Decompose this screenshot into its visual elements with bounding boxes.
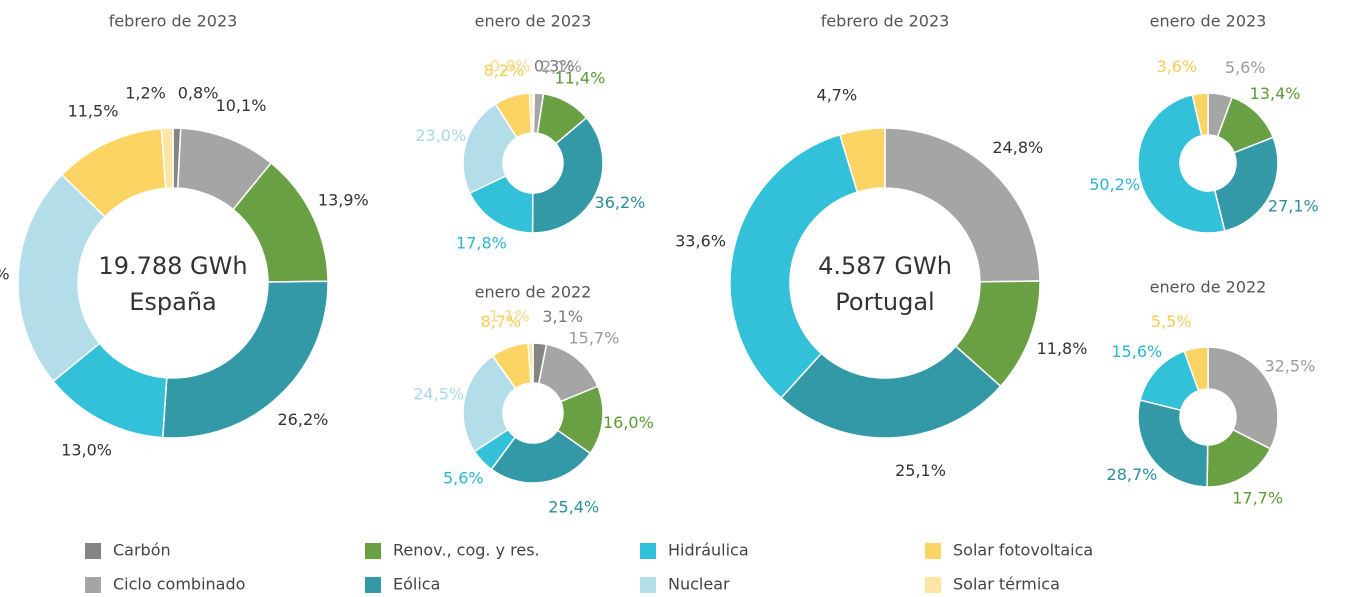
donut-slice bbox=[838, 127, 886, 194]
value-label: 13,0% bbox=[61, 441, 112, 460]
legend-swatch bbox=[925, 577, 941, 593]
value-label: 11,8% bbox=[1037, 339, 1088, 358]
legend-label: Nuclear bbox=[668, 575, 730, 594]
value-label: 28,7% bbox=[1107, 465, 1158, 484]
value-label: 17,8% bbox=[456, 233, 507, 252]
value-label: 8,2% bbox=[484, 61, 525, 80]
legend-swatch bbox=[85, 543, 101, 559]
value-label: 27,1% bbox=[1268, 197, 1319, 216]
chart-title: enero de 2022 bbox=[475, 283, 592, 302]
legend-label: Hidráulica bbox=[668, 541, 749, 560]
donut-slice bbox=[884, 127, 1041, 283]
legend-label: Renov., cog. y res. bbox=[393, 541, 540, 560]
value-label: 3,6% bbox=[1156, 57, 1197, 76]
value-label: 3,1% bbox=[542, 307, 583, 326]
value-label: 5,6% bbox=[1225, 58, 1266, 77]
value-label: 24,8% bbox=[992, 138, 1043, 157]
value-label: 23,2% bbox=[0, 264, 10, 283]
value-label: 11,4% bbox=[554, 69, 605, 88]
chart-title: febrero de 2023 bbox=[109, 12, 238, 31]
value-label: 25,1% bbox=[895, 461, 946, 480]
donut-slice bbox=[729, 133, 859, 400]
value-label: 23,0% bbox=[415, 126, 466, 145]
value-label: 15,7% bbox=[568, 328, 619, 347]
value-label: 0,8% bbox=[178, 84, 219, 103]
value-label: 15,6% bbox=[1111, 342, 1162, 361]
value-label: 16,0% bbox=[603, 413, 654, 432]
legend-label: Solar térmica bbox=[953, 575, 1060, 594]
donut-slice bbox=[531, 116, 604, 234]
value-label: 13,9% bbox=[318, 191, 369, 210]
value-label: 50,2% bbox=[1089, 175, 1140, 194]
donut-slice bbox=[1213, 136, 1279, 232]
center-label: España bbox=[129, 288, 217, 316]
center-label: 4.587 GWh bbox=[818, 252, 952, 280]
donut-slice bbox=[1207, 346, 1279, 450]
value-label: 11,5% bbox=[68, 101, 119, 120]
value-label: 36,2% bbox=[595, 193, 646, 212]
donut-slice bbox=[160, 127, 174, 190]
legend-label: Carbón bbox=[113, 541, 171, 560]
donut-slice bbox=[528, 92, 534, 134]
legend-swatch bbox=[925, 543, 941, 559]
donut-slice bbox=[462, 102, 518, 195]
center-label: 19.788 GWh bbox=[98, 252, 247, 280]
value-label: 4,7% bbox=[817, 86, 858, 105]
legend-label: Ciclo combinado bbox=[113, 575, 245, 594]
donut-slice bbox=[527, 342, 534, 384]
value-label: 5,6% bbox=[443, 468, 484, 487]
donut-slice bbox=[1137, 93, 1226, 234]
donut-slice bbox=[17, 173, 106, 383]
legend-swatch bbox=[365, 577, 381, 593]
value-label: 2,1% bbox=[541, 57, 582, 76]
legend-swatch bbox=[365, 543, 381, 559]
value-label: 1,2% bbox=[125, 84, 166, 103]
value-label: 26,2% bbox=[278, 410, 329, 429]
legend-label: Eólica bbox=[393, 575, 440, 594]
value-label: 1,1% bbox=[489, 307, 530, 326]
donut-slice bbox=[161, 280, 329, 439]
value-label: 13,4% bbox=[1250, 84, 1301, 103]
value-label: 5,5% bbox=[1151, 312, 1192, 331]
center-label: Portugal bbox=[835, 288, 934, 316]
value-label: 25,4% bbox=[548, 497, 599, 516]
chart-title: febrero de 2023 bbox=[821, 12, 950, 31]
value-label: 24,5% bbox=[413, 385, 464, 404]
legend-swatch bbox=[640, 543, 656, 559]
legend-swatch bbox=[640, 577, 656, 593]
legend-swatch bbox=[85, 577, 101, 593]
value-label: 17,7% bbox=[1232, 489, 1283, 508]
value-label: 0,3% bbox=[534, 57, 575, 76]
chart-title: enero de 2023 bbox=[1150, 12, 1267, 31]
value-label: 0,8% bbox=[490, 57, 531, 76]
value-label: 10,1% bbox=[216, 96, 267, 115]
donut-slice bbox=[779, 345, 1002, 439]
donut-slice bbox=[1183, 346, 1209, 392]
donut-slice bbox=[1137, 399, 1209, 488]
legend-label: Solar fotovoltaica bbox=[953, 541, 1093, 560]
value-label: 8,7% bbox=[480, 312, 521, 331]
donut-slice bbox=[1191, 92, 1209, 137]
donut-slice bbox=[490, 429, 592, 484]
donut-slice bbox=[462, 354, 517, 453]
chart-title: enero de 2023 bbox=[475, 12, 592, 31]
value-label: 33,6% bbox=[675, 231, 726, 250]
chart-title: enero de 2022 bbox=[1150, 278, 1267, 297]
value-label: 32,5% bbox=[1264, 356, 1315, 375]
